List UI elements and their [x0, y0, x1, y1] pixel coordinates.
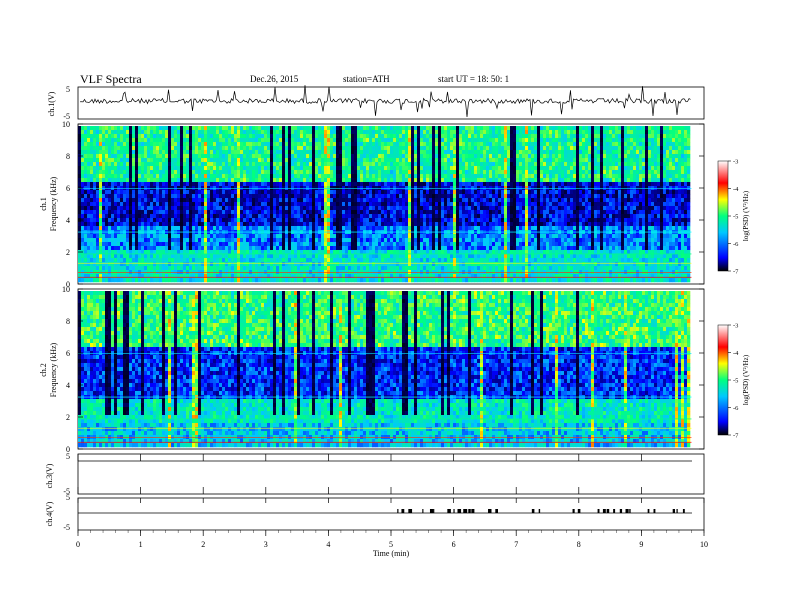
freq-tick-label: 0 — [66, 445, 70, 454]
colorbar-tick-label: -6 — [733, 405, 739, 412]
ch3-waveform-panel: 5 -5 ch.3(V) — [45, 452, 705, 496]
ch4-pulse — [597, 509, 600, 513]
ch2-spectrogram-ylabel: Frequency (kHz) — [49, 342, 58, 397]
time-tick-label: 9 — [639, 540, 643, 549]
time-tick-label: 2 — [201, 540, 205, 549]
freq-tick-label: 8 — [66, 317, 70, 326]
ch4-pulse — [629, 509, 631, 513]
ch4-pulse — [488, 509, 492, 513]
time-tick-label: 1 — [139, 540, 143, 549]
ch4-pulse — [625, 509, 629, 513]
ch1-spectrogram-ylabel: Frequency (kHz) — [49, 176, 58, 231]
ch4-waveform-ylabel: ch.4(V) — [45, 501, 54, 526]
figure-title: VLF Spectra — [80, 72, 142, 86]
ch2-spectrogram-channel-label: ch.2 — [39, 363, 48, 377]
colorbar-tick-label: -5 — [733, 378, 738, 385]
time-axis: 0 1 2 3 4 5 6 7 8 9 10 — [76, 530, 708, 549]
ch4-pulse — [457, 509, 462, 513]
colorbar-tick-label: -3 — [733, 323, 738, 330]
colorbar-tick-label: -3 — [733, 159, 738, 166]
colorbar-tick-label: -4 — [733, 186, 739, 193]
ch4-pulse — [577, 509, 581, 513]
ch4-pulse — [401, 509, 405, 513]
ch1-spectrogram-image — [78, 126, 692, 283]
ch2-colorbar-label: log(PSD) (V²/Hz) — [742, 354, 750, 405]
ch4-pulse — [572, 509, 575, 513]
ch1-colorbar: -3 -4 -5 -6 -7 log(PSD) (V²/Hz) — [717, 159, 750, 276]
ch4-pulse — [422, 509, 424, 513]
ch4-pulse — [606, 509, 610, 513]
freq-tick-label: 0 — [66, 280, 70, 289]
ch4-pulse — [538, 509, 541, 513]
freq-tick-label: 4 — [66, 216, 70, 225]
ch4-pulse — [531, 509, 535, 513]
freq-tick-label: 8 — [66, 152, 70, 161]
time-tick-label: 4 — [326, 540, 330, 549]
freq-tick-label: 10 — [62, 285, 70, 294]
ch4-pulse — [471, 509, 475, 513]
ch4-pulse — [397, 509, 399, 513]
freq-tick-label: 6 — [66, 184, 70, 193]
ch3-waveform-ytick-top: 5 — [66, 452, 70, 461]
time-tick-label: 6 — [452, 540, 456, 549]
ch4-pulse — [676, 509, 678, 513]
ch4-pulse — [453, 509, 455, 513]
ch2-colorbar: -3 -4 -5 -6 -7 log(PSD) (V²/Hz) — [717, 323, 750, 440]
ch4-pulse — [495, 509, 498, 513]
time-tick-label: 10 — [700, 540, 708, 549]
ch3-waveform-ytick-bottom: -5 — [63, 487, 70, 496]
ch4-waveform-panel: 5 -5 ch.4(V) — [45, 493, 705, 532]
time-tick-label: 7 — [514, 540, 518, 549]
ch4-pulse — [408, 509, 413, 513]
ch1-spectrogram-panel: 0 2 4 6 8 10 ch.1 Frequency (kHz) -3 -4 -5 -6 -7 … — [39, 120, 750, 289]
ch1-waveform-ytick-bottom: -5 — [63, 112, 70, 121]
ch1-waveform-panel: 5 -5 ch.1(V) — [47, 85, 705, 121]
ch4-pulse — [429, 509, 434, 513]
ch4-pulse — [468, 509, 471, 513]
ch4-pulse-group — [397, 509, 685, 513]
ch4-waveform-frame — [77, 497, 705, 531]
ch4-pulse — [463, 509, 468, 513]
ch2-spectrogram-panel: 0 2 4 6 8 10 ch.2 Frequency (kHz) -3 -4 -5 -6 -7 … — [39, 285, 750, 454]
time-tick-label: 8 — [577, 540, 581, 549]
time-tick-label: 0 — [76, 540, 80, 549]
start-ut-label: start UT = 18: 50: 1 — [438, 74, 509, 84]
colorbar-tick-label: -5 — [733, 214, 738, 221]
colorbar-tick-label: -6 — [733, 241, 739, 248]
freq-tick-label: 6 — [66, 349, 70, 358]
ch3-waveform-ylabel: ch.3(V) — [45, 463, 54, 488]
ch1-waveform-ytick-top: 5 — [66, 85, 70, 94]
ch4-pulse — [613, 509, 616, 513]
ch4-pulse — [647, 509, 650, 513]
ch4-waveform-ytick-bottom: -5 — [63, 523, 70, 532]
colorbar-tick-label: -7 — [733, 433, 739, 440]
ch1-waveform-ylabel: ch.1(V) — [47, 91, 56, 116]
freq-tick-label: 2 — [66, 248, 70, 257]
ch1-colorbar-label: log(PSD) (V²/Hz) — [742, 190, 750, 241]
freq-tick-label: 4 — [66, 381, 70, 390]
colorbar-tick-label: -7 — [733, 269, 739, 276]
ch4-waveform-ytick-top: 5 — [66, 493, 70, 502]
time-tick-label: 5 — [389, 540, 393, 549]
ch2-spectrogram-image — [78, 291, 692, 448]
freq-tick-label: 10 — [62, 120, 70, 129]
ch1-spectrogram-channel-label: ch.1 — [39, 197, 48, 211]
ch4-pulse — [447, 509, 451, 513]
colorbar-tick-label: -4 — [733, 350, 739, 357]
time-axis-label: Time (min) — [373, 549, 410, 558]
ch4-pulse — [619, 509, 623, 513]
ch2-colorbar-gradient — [717, 324, 729, 436]
ch4-pulse — [433, 509, 435, 513]
ch1-waveform-line — [79, 85, 691, 118]
ch4-pulse — [682, 509, 685, 513]
ch4-pulse — [672, 509, 676, 513]
freq-tick-label: 2 — [66, 413, 70, 422]
ch1-colorbar-gradient — [717, 160, 729, 272]
ch4-pulse — [653, 509, 656, 513]
ch4-pulse — [602, 509, 606, 513]
date-label: Dec.26, 2015 — [250, 74, 299, 84]
time-tick-label: 3 — [264, 540, 268, 549]
station-label: station=ATH — [343, 74, 390, 84]
